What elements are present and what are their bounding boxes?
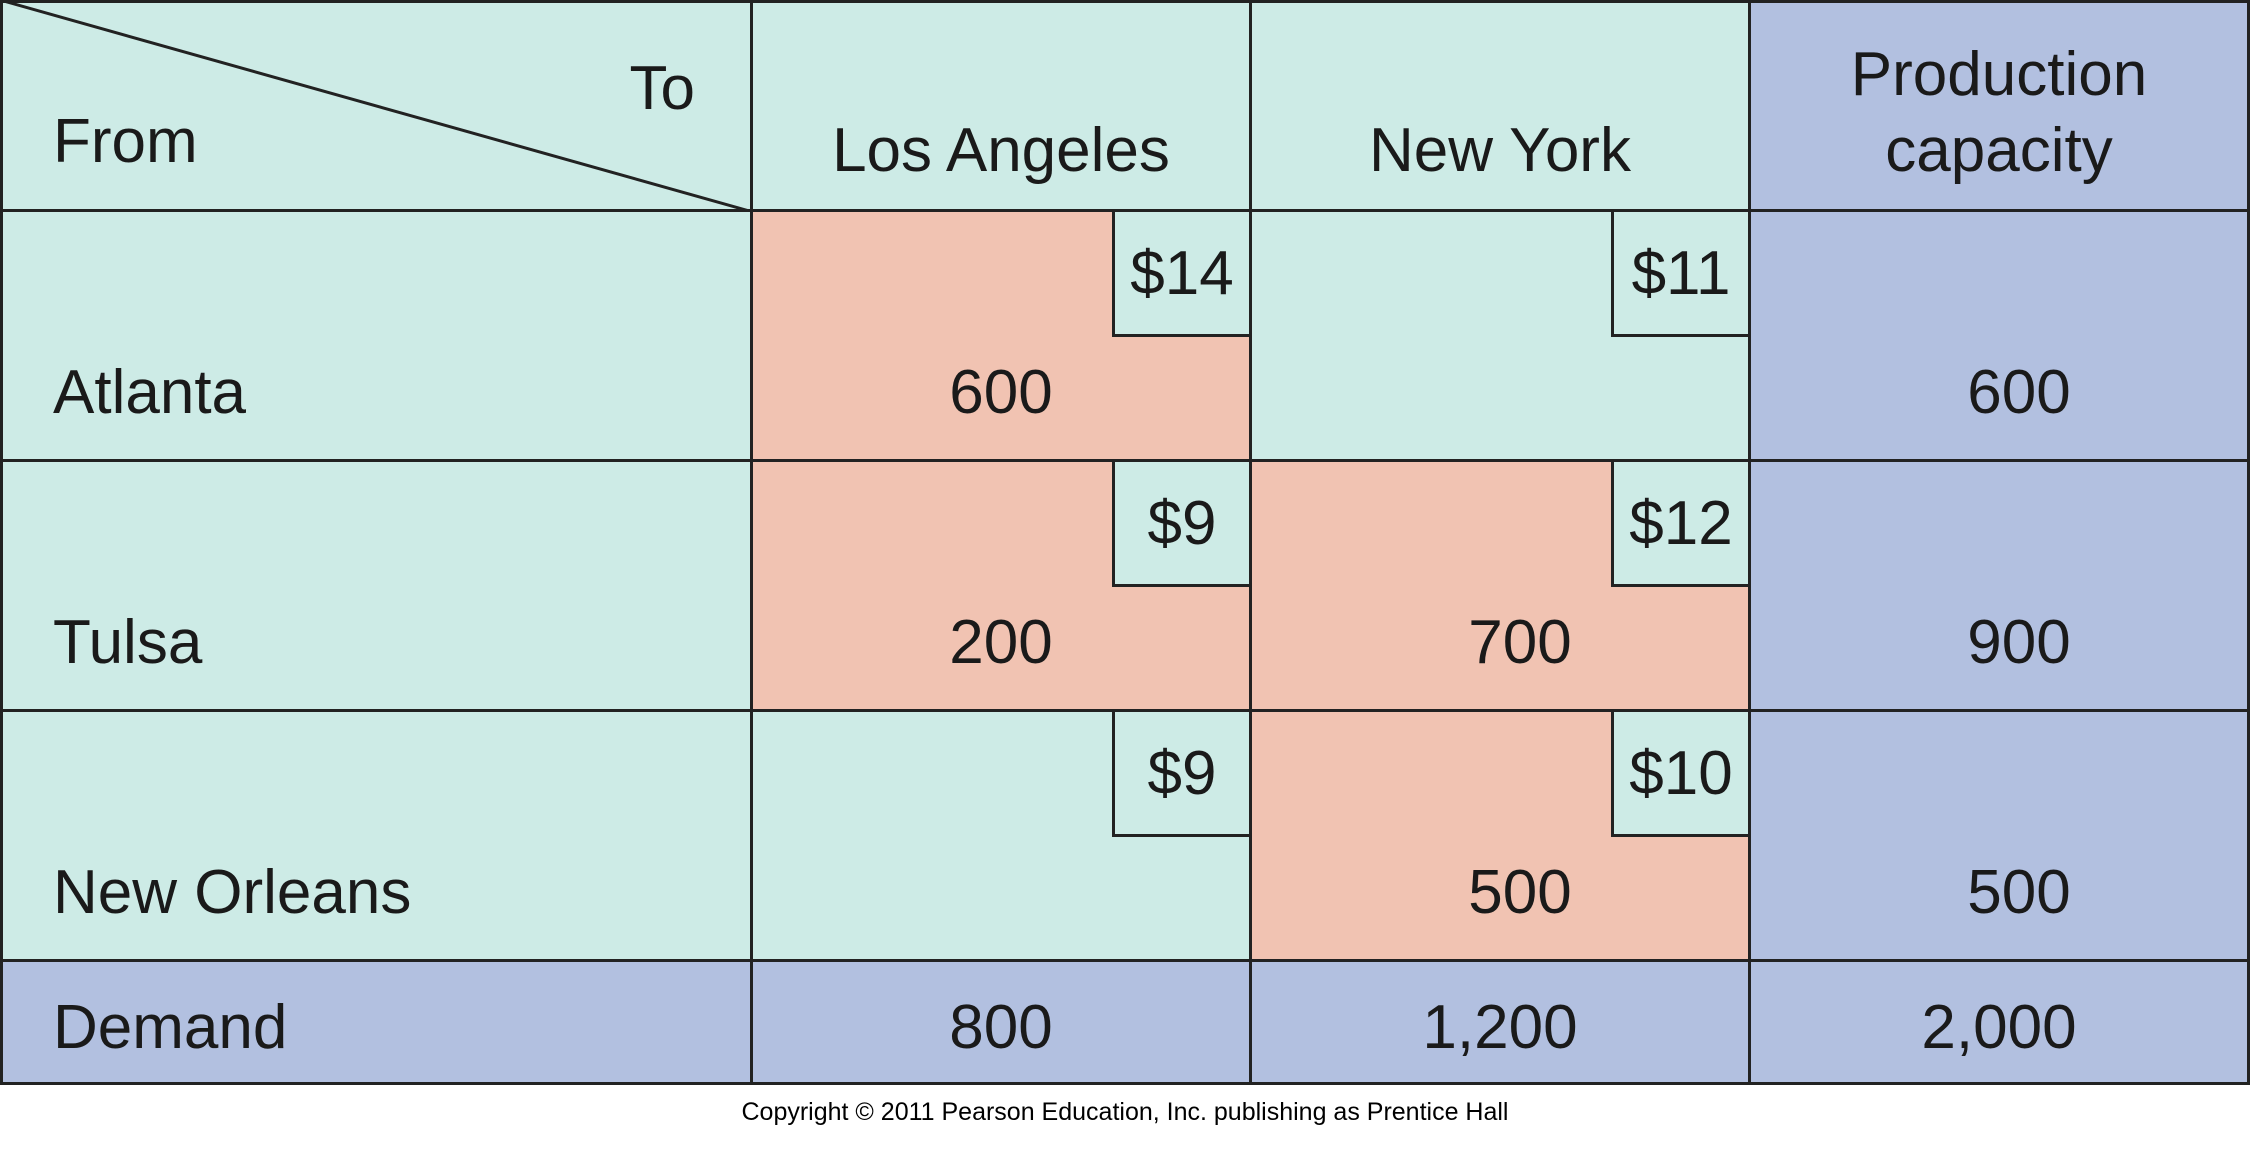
row-label: Atlanta [53, 358, 247, 427]
route-cell-new-orleans-new-york: $10 500 [1249, 709, 1751, 962]
demand-cell-los-angeles: 800 [750, 959, 1252, 1085]
copyright-footer: Copyright © 2011 Pearson Education, Inc.… [741, 1098, 1509, 1126]
demand-cell-new-york: 1,200 [1249, 959, 1751, 1085]
cost-box: $9 [1112, 712, 1249, 837]
to-label: To [629, 54, 695, 123]
cost-box: $11 [1611, 212, 1748, 337]
cost-box: $9 [1112, 462, 1249, 587]
route-cell-new-orleans-los-angeles: $9 [750, 709, 1252, 962]
shipment-quantity: 500 [1468, 858, 1572, 927]
capacity-value: 500 [1967, 858, 2071, 927]
capacity-cell-atlanta: 600 [1748, 209, 2250, 462]
capacity-label-line1: Production [1850, 40, 2148, 109]
demand-total-cell: 2,000 [1748, 959, 2250, 1085]
capacity-value: 600 [1967, 358, 2071, 427]
cost-box: $10 [1611, 712, 1748, 837]
capacity-cell-tulsa: 900 [1748, 459, 2250, 712]
demand-label: Demand [53, 993, 288, 1062]
route-cell-tulsa-los-angeles: $9 200 [750, 459, 1252, 712]
demand-total-value: 2,000 [1921, 993, 2077, 1062]
column-header-label: New York [1369, 116, 1631, 185]
capacity-label-line2: capacity [1885, 116, 2113, 185]
cost-box: $14 [1112, 212, 1249, 337]
route-cell-tulsa-new-york: $12 700 [1249, 459, 1751, 712]
capacity-value: 900 [1967, 608, 2071, 677]
column-header-production-capacity: Production capacity [1748, 0, 2250, 212]
row-label: New Orleans [53, 858, 412, 927]
shipment-quantity: 600 [949, 358, 1053, 427]
cost-box: $12 [1611, 462, 1748, 587]
row-label-cell-atlanta: Atlanta [0, 209, 753, 462]
column-header-new-york: New York [1249, 0, 1751, 212]
transportation-table: To From Los Angeles New York Production … [0, 0, 2250, 1085]
route-cell-atlanta-new-york: $11 [1249, 209, 1751, 462]
column-header-los-angeles: Los Angeles [750, 0, 1252, 212]
diagonal-divider [0, 0, 753, 212]
row-label-cell-new-orleans: New Orleans [0, 709, 753, 962]
corner-header-cell: To From [0, 0, 753, 212]
capacity-cell-new-orleans: 500 [1748, 709, 2250, 962]
shipment-quantity: 200 [949, 608, 1053, 677]
demand-value: 800 [949, 993, 1053, 1062]
row-label-cell-tulsa: Tulsa [0, 459, 753, 712]
shipment-quantity: 700 [1468, 608, 1572, 677]
from-label: From [53, 107, 198, 176]
row-label: Tulsa [53, 608, 203, 677]
route-cell-atlanta-los-angeles: $14 600 [750, 209, 1252, 462]
demand-label-cell: Demand [0, 959, 753, 1085]
column-header-label: Los Angeles [832, 116, 1170, 185]
demand-value: 1,200 [1422, 993, 1578, 1062]
